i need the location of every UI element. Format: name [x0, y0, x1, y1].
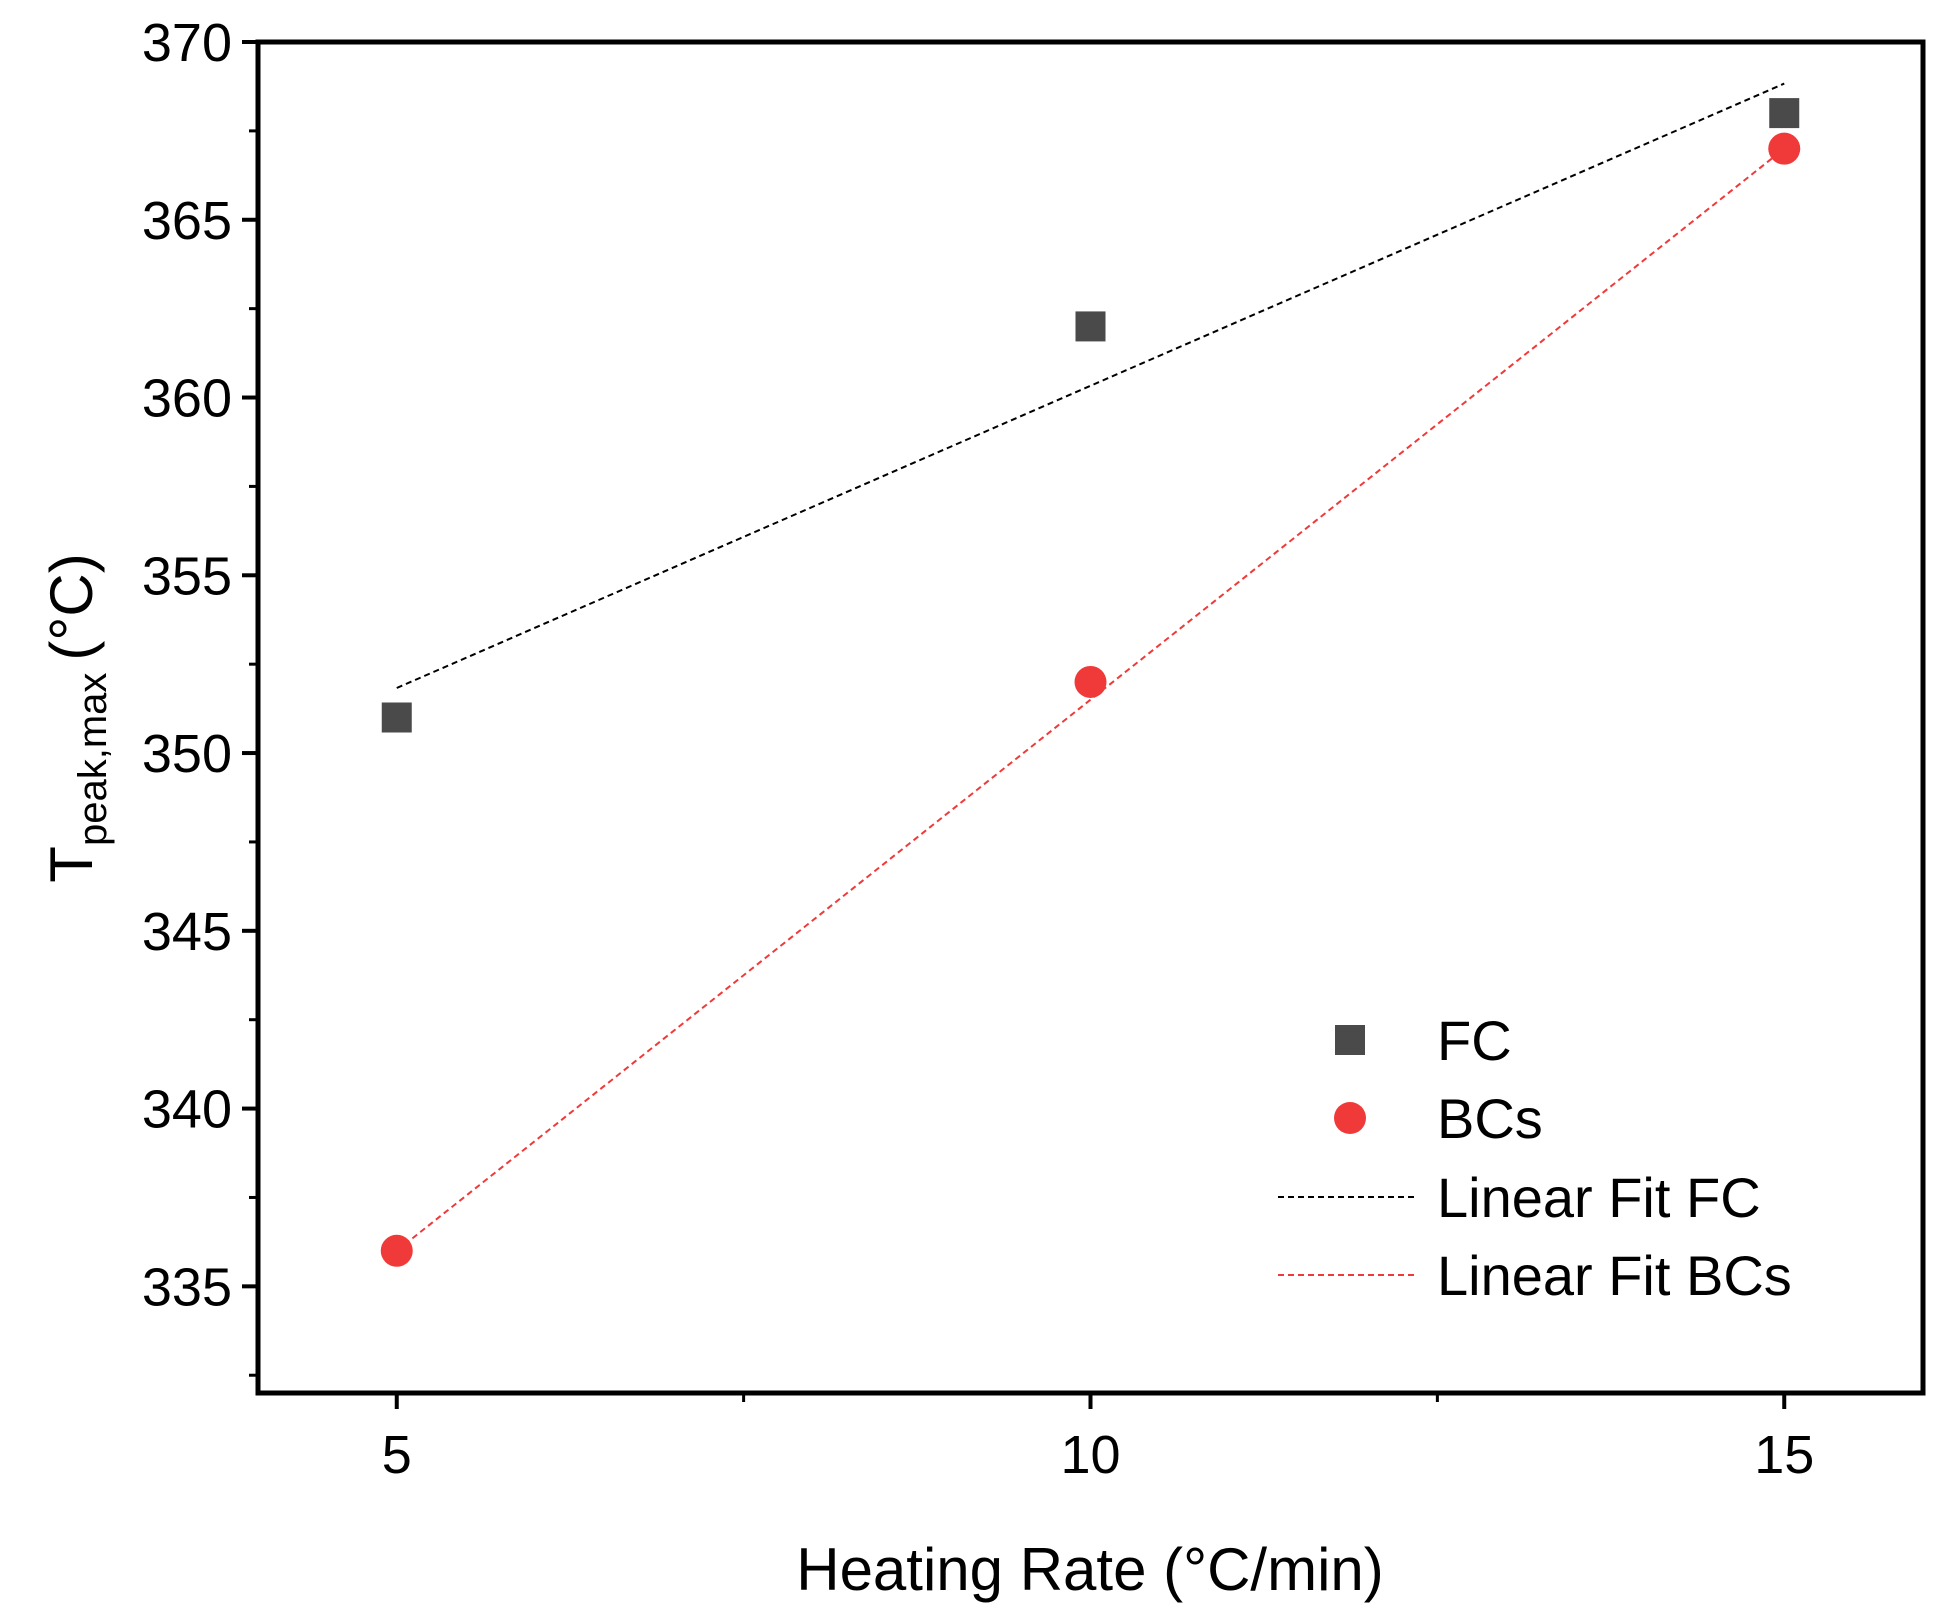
legend-label-fc: FC [1437, 1009, 1512, 1072]
legend-label-fit-fc: Linear Fit FC [1437, 1166, 1761, 1229]
y-axis-label-main: T [38, 846, 105, 883]
svg-text:Tpeak,max(°C): Tpeak,max (°C) [38, 553, 115, 882]
legend-label-bcs: BCs [1437, 1087, 1543, 1150]
x-tick-label: 5 [382, 1425, 412, 1485]
legend-marker-bcs [1334, 1102, 1366, 1134]
legend: FC BCs Linear Fit FC Linear Fit BCs [1278, 1009, 1792, 1307]
data-points [380, 98, 1801, 1267]
axis-ticks [242, 40, 1787, 1409]
legend-marker-fc [1335, 1025, 1365, 1055]
y-tick-label: 355 [142, 546, 232, 606]
point-bcs [1768, 132, 1801, 165]
y-axis-label: Tpeak,max (°C) [38, 553, 115, 882]
y-tick-label: 350 [142, 724, 232, 784]
y-tick-label: 335 [142, 1257, 232, 1317]
legend-label-fit-bcs: Linear Fit BCs [1437, 1244, 1792, 1307]
x-tick-label: 15 [1754, 1425, 1814, 1485]
y-tick-label: 370 [142, 13, 232, 73]
point-fc [1075, 311, 1106, 342]
axis-tick-labels: 335 340 345 350 355 360 365 370 5 10 15 [142, 13, 1814, 1485]
fit-lines [396, 82, 1785, 1252]
fit-line-linear-fit-fc [396, 82, 1785, 689]
point-bcs [380, 1234, 413, 1267]
y-tick-label: 345 [142, 902, 232, 962]
x-tick-label: 10 [1060, 1425, 1120, 1485]
y-tick-label: 340 [142, 1080, 232, 1140]
y-axis-label-subscript: peak,max [71, 673, 115, 846]
point-bcs [1074, 665, 1107, 698]
point-fc [381, 702, 412, 733]
y-tick-label: 360 [142, 369, 232, 429]
y-tick-label: 365 [142, 191, 232, 251]
y-axis-label-unit: (°C) [38, 553, 105, 660]
fit-line-linear-fit-bcs [396, 147, 1785, 1252]
x-axis-label: Heating Rate (°C/min) [796, 1536, 1384, 1603]
point-fc [1769, 98, 1800, 129]
